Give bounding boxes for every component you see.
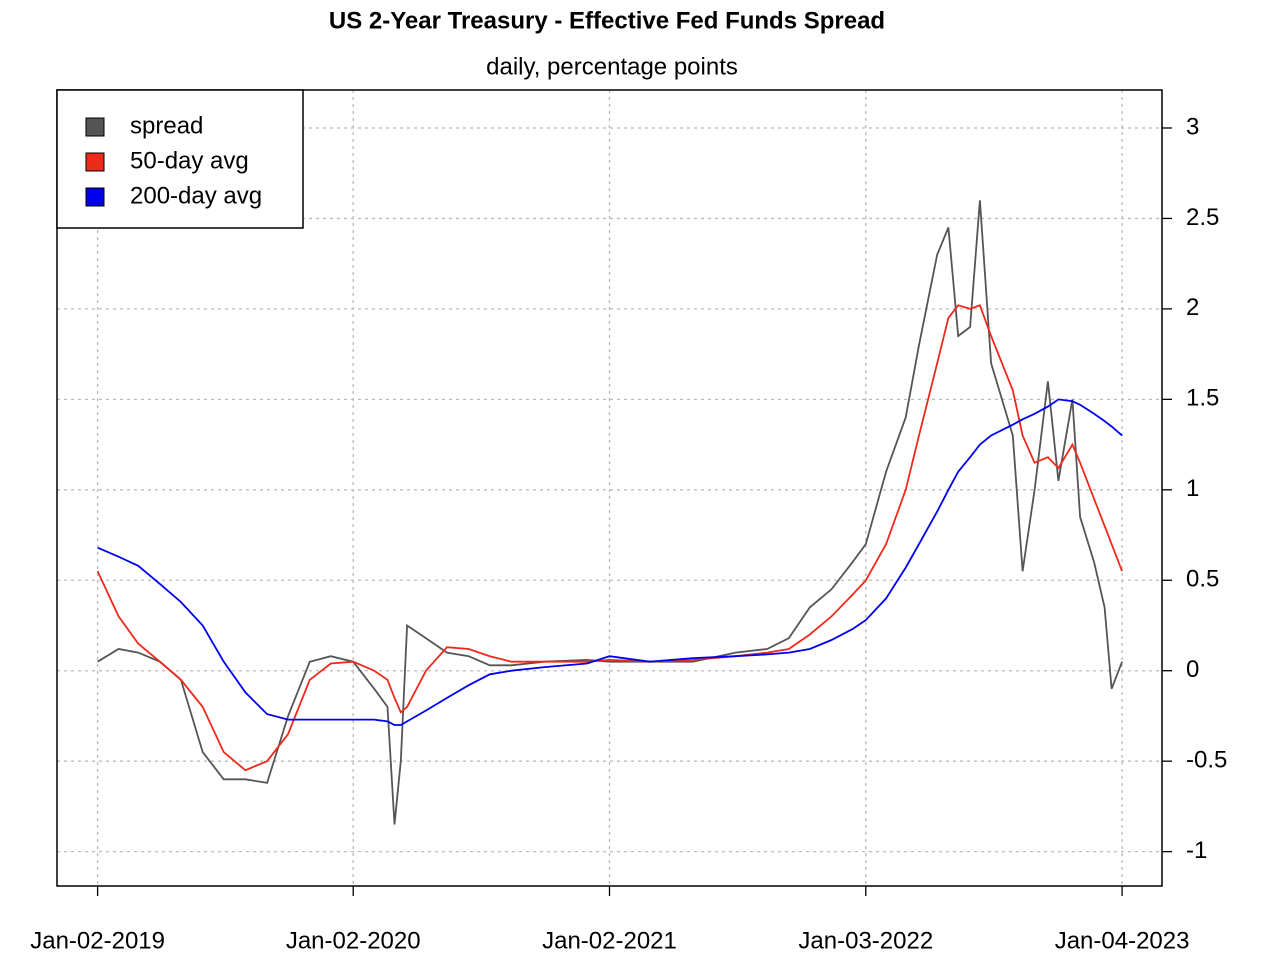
legend-label: 200-day avg — [130, 182, 262, 209]
y-tick-label: -0.5 — [1186, 747, 1227, 774]
series-line — [97, 398, 1123, 726]
y-tick-label: 1 — [1186, 475, 1199, 502]
y-tick-label: 2.5 — [1186, 204, 1219, 231]
x-tick-label: Jan-02-2020 — [286, 927, 421, 954]
legend-label: spread — [130, 112, 203, 139]
x-tick-label: Jan-02-2021 — [542, 927, 677, 954]
legend-swatch — [85, 187, 105, 207]
chart-title: US 2-Year Treasury - Effective Fed Funds… — [329, 7, 885, 34]
legend-label: 50-day avg — [130, 147, 249, 174]
legend-swatch — [85, 117, 105, 137]
y-tick-label: 0 — [1186, 656, 1199, 683]
y-tick-label: 0.5 — [1186, 566, 1219, 593]
y-tick-label: 2 — [1186, 294, 1199, 321]
y-tick-label: -1 — [1186, 837, 1207, 864]
x-tick-label: Jan-03-2022 — [798, 927, 933, 954]
x-tick-label: Jan-02-2019 — [30, 927, 165, 954]
legend: spread 50-day avg 200-day avg — [56, 89, 304, 229]
x-tick-label: Jan-04-2023 — [1055, 927, 1190, 954]
y-tick-label: 3 — [1186, 113, 1199, 140]
series-line — [96, 304, 1123, 772]
legend-swatch — [85, 152, 105, 172]
plot-frame — [56, 89, 1163, 887]
series-line — [97, 200, 1123, 825]
y-tick-label: 1.5 — [1186, 385, 1219, 412]
chart-subtitle: daily, percentage points — [486, 53, 738, 80]
